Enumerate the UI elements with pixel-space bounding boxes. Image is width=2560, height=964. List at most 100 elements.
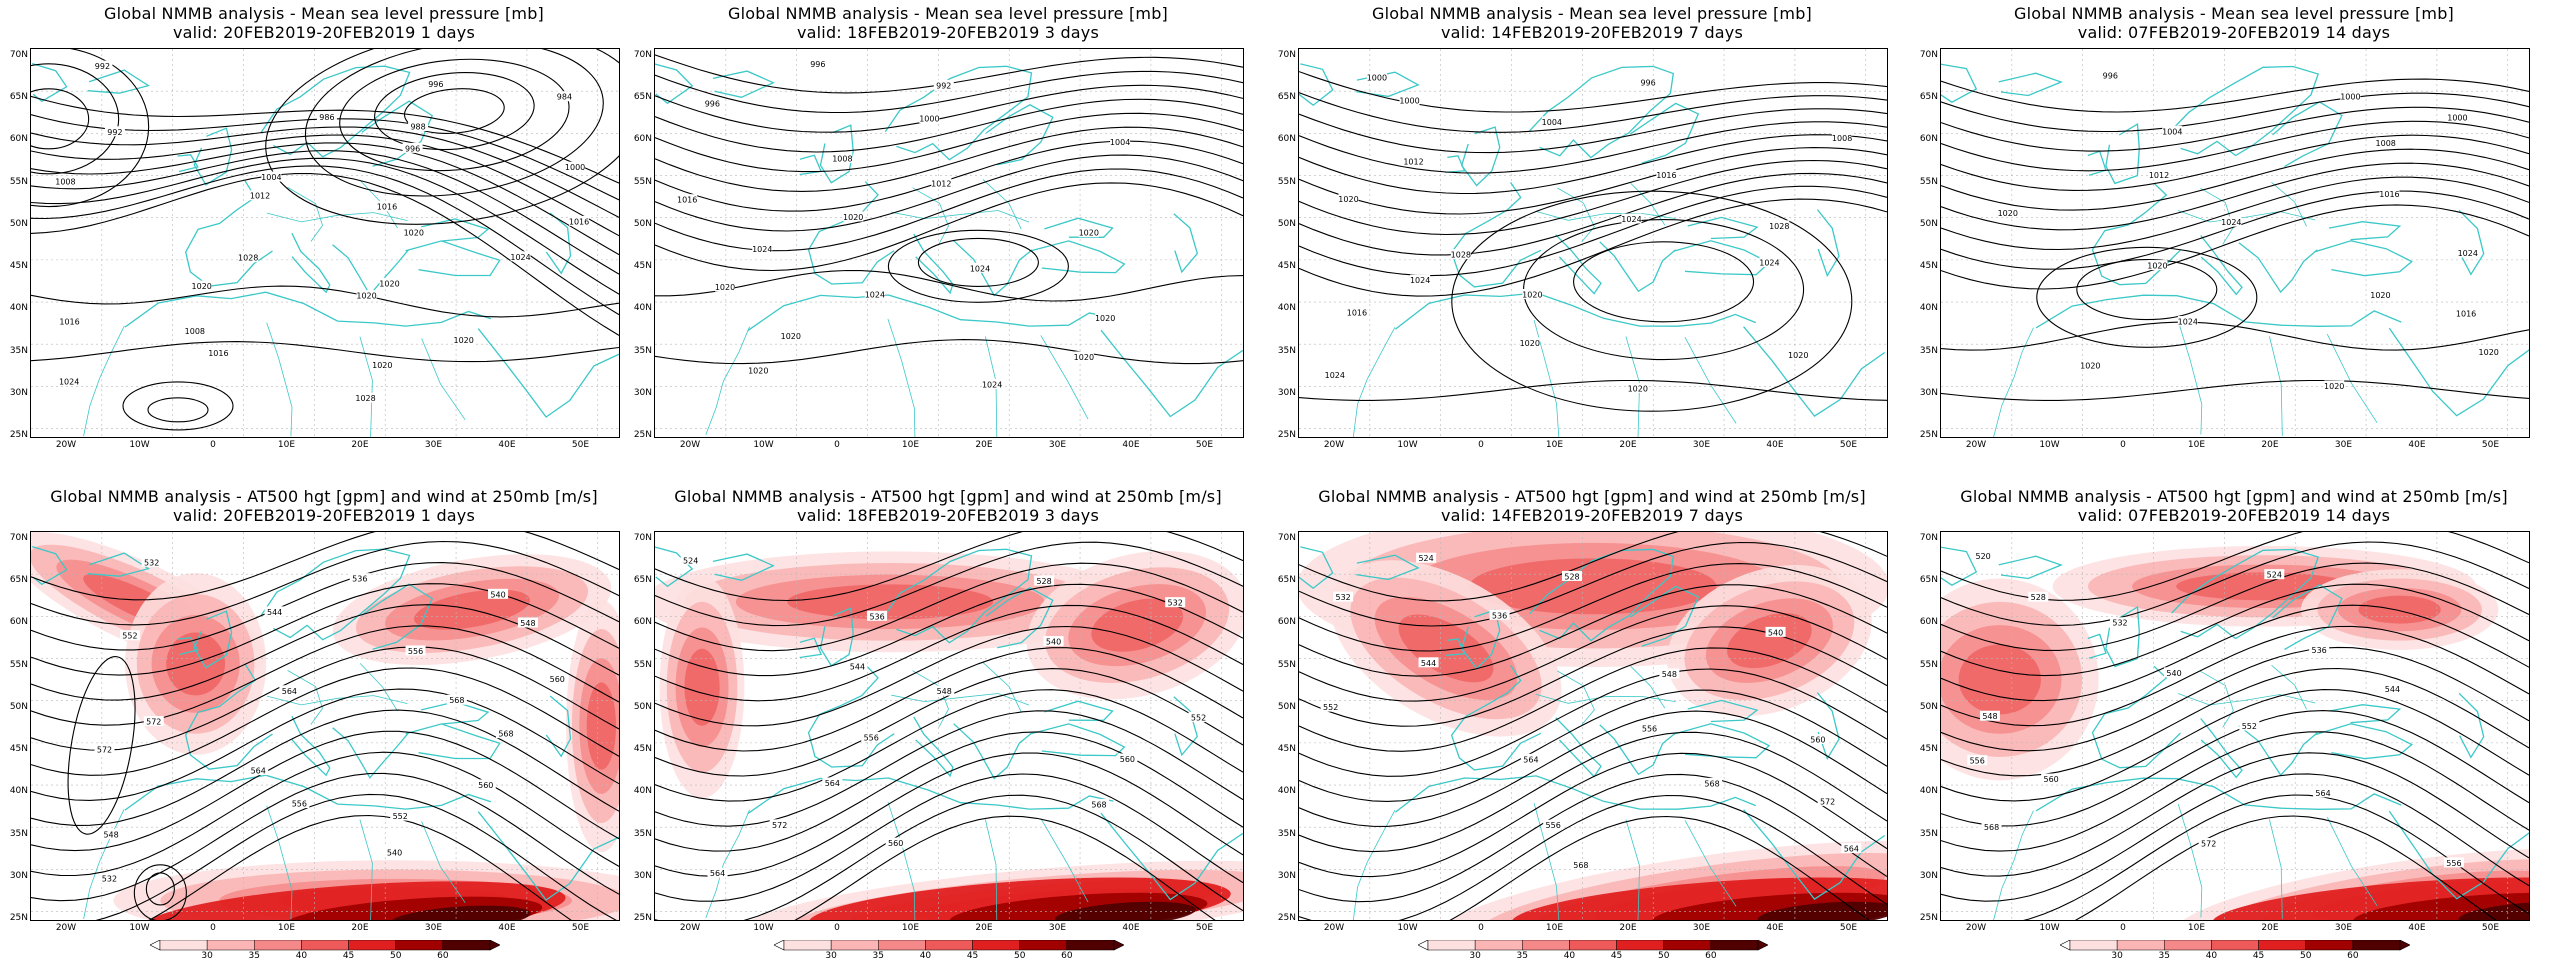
lat-label: 60N	[1919, 617, 1938, 628]
title-line-1: Global NMMB analysis - Mean sea level pr…	[104, 4, 544, 23]
title-line-2: valid: 18FEB2019-20FEB2019 3 days	[796, 506, 1100, 525]
lon-label: 40E	[1122, 440, 1140, 450]
lat-label: 40N	[1277, 786, 1296, 797]
contour-label: 1020	[1522, 291, 1542, 300]
contour-label: 1016	[1656, 171, 1676, 180]
lat-label: 35N	[1919, 345, 1938, 356]
colorbar-tick-label: 30	[2111, 951, 2123, 961]
contour-label: 536	[2312, 646, 2327, 655]
contour-label: 992	[95, 62, 110, 71]
contour-label: 996	[810, 60, 825, 69]
z500-map-4: 520 524 528 532 536 540 544 548 552 556 560 564 568 5…	[1940, 531, 2530, 921]
lon-label: 40E	[1766, 440, 1784, 450]
contour-label: 1020	[453, 336, 473, 345]
colorbar-tick-label: 60	[2347, 951, 2359, 961]
contour-label: 1024	[752, 245, 772, 254]
contour-labels: 524 528 532 536 540 544 548 552 556 560 564 568 572 5…	[680, 554, 1209, 878]
lat-label: 30N	[633, 387, 652, 398]
lat-label: 65N	[633, 92, 652, 103]
lat-label: 35N	[633, 828, 652, 839]
lat-label: 45N	[1277, 744, 1296, 755]
z500-map-2: 524 528 532 536 540 544 548 552 556 560 564 568 572 5…	[654, 531, 1244, 921]
lon-label: 10W	[753, 440, 774, 450]
contour-label: 564	[2315, 789, 2330, 798]
lat-label: 60N	[9, 617, 28, 628]
title-line-2: valid: 07FEB2019-20FEB2019 14 days	[2077, 23, 2391, 42]
contour-label: 556	[292, 799, 307, 808]
lon-label: 20W	[55, 923, 77, 933]
lat-label: 65N	[1277, 92, 1296, 103]
title-line-1: Global NMMB analysis - AT500 hgt [gpm] a…	[1318, 487, 1866, 506]
contour-label: 536	[1492, 611, 1507, 620]
contour-lines	[655, 532, 1243, 920]
lon-label: 20E	[351, 440, 369, 450]
contour-label: 552	[2242, 722, 2257, 731]
contour-label: 1016	[2456, 310, 2476, 319]
wind-shading	[1941, 545, 2529, 920]
colorbar-tick-label: 30	[201, 951, 213, 961]
lat-label: 45N	[633, 261, 652, 272]
title-line-1: Global NMMB analysis - Mean sea level pr…	[1372, 4, 1812, 23]
contour-label: 560	[1810, 736, 1825, 745]
contour-label: 568	[1984, 823, 1999, 832]
lon-label: 20E	[1619, 923, 1637, 933]
contour-label: 1020	[1998, 209, 2018, 218]
lon-label: 50E	[2481, 923, 2500, 933]
lon-label: 20W	[1965, 923, 1987, 933]
graticule	[31, 49, 619, 437]
contour-label: 520	[1976, 552, 1991, 561]
mslp-map-1: 992 996 984 986 988 992 996 1000 1004 1008 1012 101…	[30, 48, 620, 438]
contour-label: 568	[1704, 779, 1719, 788]
lon-label: 0	[1478, 440, 1484, 450]
lat-label: 65N	[9, 92, 28, 103]
lat-label: 25N	[9, 913, 28, 923]
contour-label: 984	[557, 93, 572, 102]
contour-label: 1008	[2376, 139, 2396, 148]
contour-label: 572	[772, 821, 787, 830]
lon-label: 10E	[2187, 923, 2206, 933]
contour-label: 572	[2201, 839, 2216, 848]
contour-label: 536	[869, 612, 884, 621]
colorbar-tick-label: 60	[1061, 951, 1073, 961]
contour-label: 1024	[1759, 258, 1779, 267]
contour-label: 1004	[1110, 138, 1130, 147]
coastlines	[655, 546, 1243, 920]
colorbar-tick-label: 40	[2205, 951, 2218, 961]
contour-label: 1008	[832, 155, 852, 164]
contour-label: 1020	[356, 292, 376, 301]
colorbar-tick-label: 30	[1469, 951, 1481, 961]
lat-label: 50N	[9, 218, 28, 229]
map-canvas: 524 528 532 536 540 544 548 552 556 560 564 568 572 5…	[1299, 532, 1887, 920]
top_titles-title-1: Global NMMB analysis - Mean sea level pr…	[14, 4, 634, 42]
contour-label: 544	[850, 663, 865, 672]
lat-label: 30N	[1277, 870, 1296, 881]
lon-label: 10W	[1397, 440, 1418, 450]
contour-labels: 532 536 540 544 548 552 556 560 564 568 572 568 572 5…	[94, 556, 568, 884]
lat-label: 25N	[1277, 430, 1296, 440]
graticule	[1941, 49, 2529, 437]
lon-label: 20W	[55, 440, 77, 450]
contour-label: 1012	[931, 180, 951, 189]
contour-label: 996	[405, 144, 420, 153]
lat-label: 60N	[9, 134, 28, 145]
contour-label: 1024	[510, 253, 530, 262]
lon-label: 40E	[2408, 440, 2426, 450]
contour-label: 552	[393, 812, 408, 821]
contour-label: 556	[2446, 859, 2461, 868]
contour-label: 1008	[55, 178, 75, 187]
contour-label: 544	[267, 608, 282, 617]
lon-label: 10E	[277, 923, 296, 933]
contour-label: 1020	[2324, 382, 2344, 391]
contour-label: 1004	[1542, 118, 1562, 127]
lat-label: 50N	[1277, 218, 1296, 229]
contour-label: 1020	[715, 283, 735, 292]
lat-label: 50N	[1919, 218, 1938, 229]
contour-label: 1008	[1832, 134, 1852, 143]
lon-label: 40E	[2408, 923, 2426, 933]
lat-label: 60N	[633, 617, 652, 628]
contour-label: 1024	[1325, 371, 1345, 380]
colorbar-tick-label: 60	[1705, 951, 1717, 961]
contour-label: 556	[1642, 724, 1657, 733]
lon-label: 20W	[1323, 440, 1345, 450]
colorbar-tick-label: 30	[825, 951, 837, 961]
